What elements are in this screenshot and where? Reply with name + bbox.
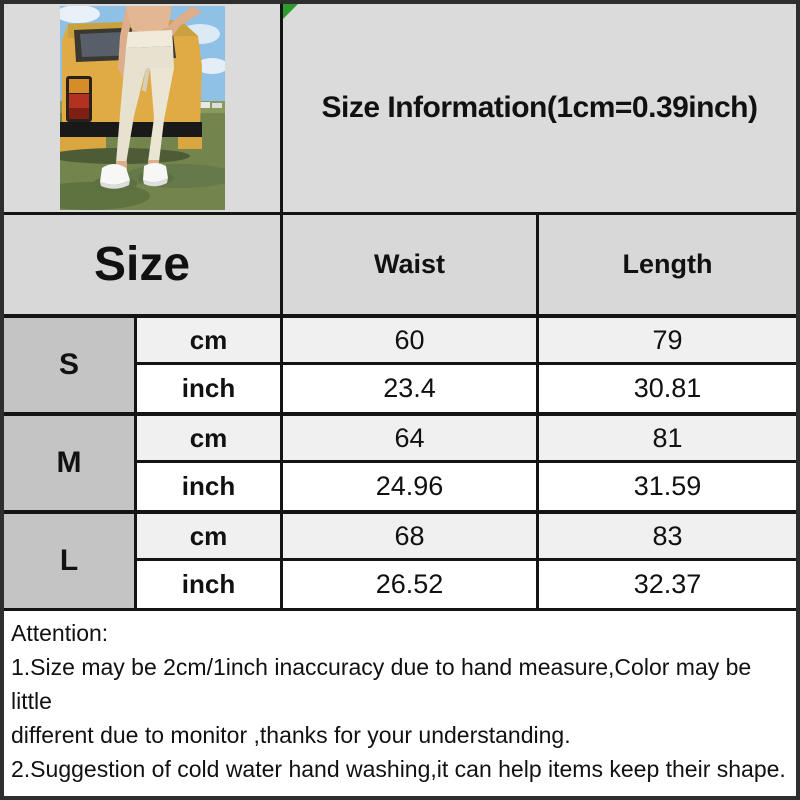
top-band: Size Information(1cm=0.39inch): [4, 4, 796, 212]
unit-cell: cm: [137, 514, 283, 561]
title-cell: Size Information(1cm=0.39inch): [283, 4, 796, 212]
length-value: 79: [539, 318, 796, 365]
unit-cell: inch: [137, 561, 283, 608]
table-header-row: Size Waist Length: [4, 212, 796, 314]
photo-cell: [4, 4, 283, 212]
attention-line: different due to monitor ,thanks for you…: [11, 722, 571, 748]
waist-value: 68: [283, 514, 539, 561]
green-corner-marker-icon: [283, 4, 298, 19]
waist-value: 24.96: [283, 463, 539, 510]
size-label: M: [4, 416, 137, 510]
table-row-group-l: L cm 68 83 inch 26.52 32.37: [4, 510, 796, 608]
table-row-group-m: M cm 64 81 inch 24.96 31.59: [4, 412, 796, 510]
size-label: L: [4, 514, 137, 608]
length-value: 32.37: [539, 561, 796, 608]
header-waist: Waist: [283, 215, 539, 314]
attention-notes: Attention: 1.Size may be 2cm/1inch inacc…: [4, 608, 796, 796]
length-value: 81: [539, 416, 796, 463]
waist-value: 26.52: [283, 561, 539, 608]
attention-line: Attention:: [11, 620, 109, 646]
length-value: 31.59: [539, 463, 796, 510]
header-length: Length: [622, 249, 713, 279]
unit-cell: cm: [137, 318, 283, 365]
length-value: 30.81: [539, 365, 796, 412]
length-value: 83: [539, 514, 796, 561]
unit-cell: cm: [137, 416, 283, 463]
attention-line: 1.Size may be 2cm/1inch inaccuracy due t…: [11, 654, 752, 714]
header-size: Size: [4, 215, 283, 314]
size-label: S: [4, 318, 137, 412]
unit-cell: inch: [137, 463, 283, 510]
waist-value: 23.4: [283, 365, 539, 412]
waist-value: 64: [283, 416, 539, 463]
attention-line: 2.Suggestion of cold water hand washing,…: [11, 756, 786, 782]
waist-value: 60: [283, 318, 539, 365]
product-photo: [59, 6, 225, 210]
table-row-group-s: S cm 60 79 inch 23.4 30.81: [4, 314, 796, 412]
page-title: Size Information(1cm=0.39inch): [321, 91, 758, 124]
unit-cell: inch: [137, 365, 283, 412]
